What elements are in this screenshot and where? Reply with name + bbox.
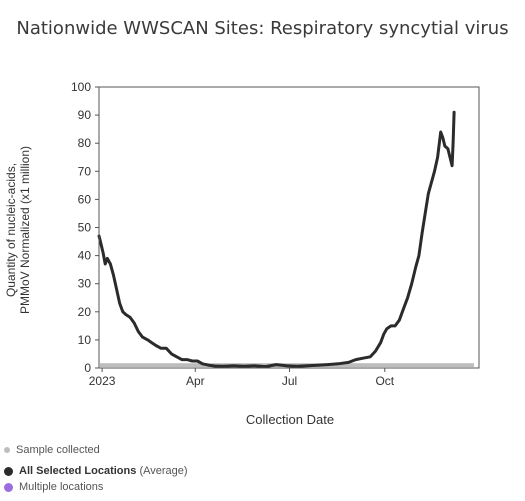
y-tick-label: 70 [78,164,92,178]
y-axis-ticks: 0 10 20 30 40 50 60 70 80 90 100 [71,80,99,375]
y-axis-label-line-1: Quantity of nucleic-acids, [4,163,18,297]
x-tick-label: 2023 [89,374,116,388]
chart-area: Quantity of nucleic-acids, PMMoV Normali… [4,80,480,427]
y-tick-label: 50 [78,221,92,235]
x-axis-ticks: 2023 Apr Jul Oct [89,368,395,388]
multiple-locations-dot-icon [4,482,13,492]
x-tick-label: Oct [375,374,394,388]
y-tick-label: 90 [78,108,92,122]
y-tick-label: 0 [84,361,91,375]
sample-collected-dot-icon [4,447,10,454]
y-axis-label: Quantity of nucleic-acids, PMMoV Normali… [4,146,32,314]
y-tick-label: 10 [78,333,92,347]
y-tick-label: 30 [78,277,92,291]
y-tick-label: 40 [78,249,92,263]
legend-multiple-locations[interactable]: Multiple locations [4,481,103,493]
series-dot-icon [4,466,13,476]
legend-sample-collected-label: Sample collected [16,444,100,456]
legend-all-selected-locations[interactable]: All Selected Locations (Average) [4,465,188,477]
series-line-all-selected-locations [97,110,456,369]
legend-sample-collected: Sample collected [4,444,100,456]
y-tick-label: 20 [78,305,92,319]
chart-title: Nationwide WWSCAN Sites: Respiratory syn… [16,18,509,39]
plot-frame [98,86,480,369]
legend-average-suffix: (Average) [139,465,188,477]
x-axis-label: Collection Date [246,412,334,427]
y-tick-label: 80 [78,136,92,150]
legend-multiple-locations-label: Multiple locations [19,481,104,493]
x-tick-label: Jul [282,374,297,388]
x-tick-label: Apr [186,374,205,388]
y-axis-label-line-2: PMMoV Normalized (x1 million) [18,146,32,314]
y-tick-label: 100 [71,80,91,94]
legend-all-selected-locations-label: All Selected Locations [19,465,137,477]
y-tick-label: 60 [78,192,92,206]
